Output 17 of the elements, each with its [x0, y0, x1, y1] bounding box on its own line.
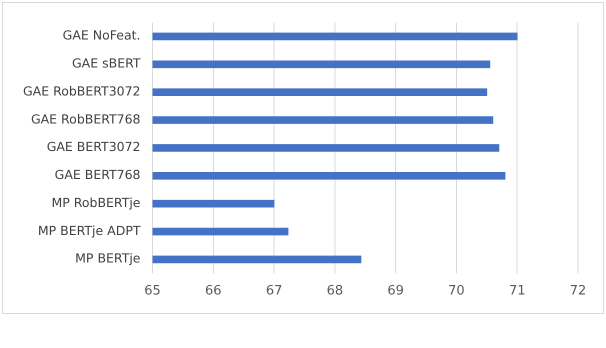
- y-tick-label: MP BERTje: [75, 250, 141, 266]
- y-tick-label: GAE BERT768: [54, 167, 141, 182]
- x-tick-label: 72: [570, 284, 586, 299]
- x-tick-label: 66: [205, 284, 222, 299]
- x-tick-label: 68: [326, 284, 344, 299]
- x-tick-label: 67: [266, 284, 282, 299]
- y-tick-label: GAE BERT3072: [46, 139, 141, 154]
- x-tick-label: 71: [508, 284, 526, 299]
- y-tick-label: GAE RobBERT768: [30, 111, 141, 126]
- y-tick-label: GAE RobBERT3072: [22, 83, 141, 98]
- x-tick-label: 69: [387, 284, 404, 299]
- y-tick-label: GAE sBERT: [72, 56, 141, 71]
- y-tick-label: GAE NoFeat.: [62, 28, 141, 43]
- x-tick-label: 65: [144, 284, 161, 299]
- y-tick-label: MP RobBERTje: [51, 194, 141, 210]
- y-tick-label: MP BERTje ADPT: [38, 222, 141, 238]
- x-tick-label: 70: [448, 284, 465, 299]
